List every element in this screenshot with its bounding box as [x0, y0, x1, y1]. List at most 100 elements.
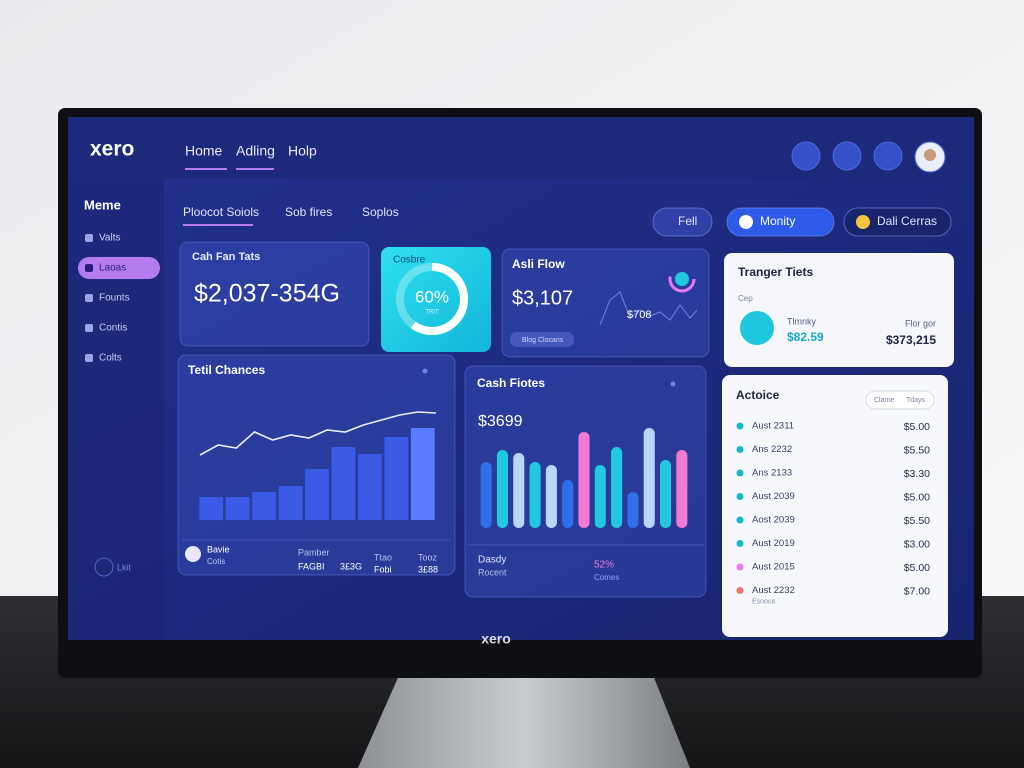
- nav-link: Holp: [288, 143, 317, 159]
- footer-cell: Pamber: [298, 547, 330, 557]
- button-label: Fell: [678, 214, 697, 228]
- sidebar-item: Valts: [99, 233, 121, 244]
- donut-sub: TRIT: [425, 310, 439, 316]
- toggle-option: Tdays: [906, 397, 926, 404]
- sidebar-icon: [85, 354, 93, 362]
- bar: [529, 462, 541, 528]
- bar: [562, 480, 574, 528]
- status-dot: [736, 540, 744, 547]
- sidebar-item: Laoas: [99, 263, 126, 274]
- status-dot: [736, 422, 744, 430]
- footer-cell: Fobi: [374, 564, 392, 574]
- status-dot: [736, 563, 744, 571]
- card-secondary: $708: [627, 309, 651, 321]
- activity-amount: $5.50: [904, 515, 930, 527]
- target-value: $82.59: [787, 330, 824, 344]
- sidebar-active: [78, 257, 160, 279]
- sidebar-icon: [85, 294, 93, 302]
- footer-title: Bavie: [207, 544, 230, 554]
- sidebar-item: Contis: [99, 323, 127, 334]
- activity-amount: $5.50: [904, 444, 930, 456]
- footer-pct: 52%: [594, 560, 614, 571]
- bar: [252, 492, 277, 520]
- stand: [358, 655, 690, 768]
- status-dot: [736, 587, 744, 594]
- tab: Ploocot Soiols: [183, 205, 259, 219]
- icon-button[interactable]: [832, 141, 862, 171]
- bar: [199, 497, 224, 520]
- tab: Soplos: [362, 205, 399, 219]
- chart-dot: [670, 381, 676, 387]
- status-dot: [736, 493, 744, 500]
- bar: [676, 450, 688, 528]
- footer-cell: 3£88: [418, 564, 438, 574]
- tab: Sob fires: [285, 205, 332, 219]
- bar: [384, 437, 409, 520]
- target-value: $373,215: [886, 333, 936, 347]
- nav-underline: [236, 168, 274, 170]
- activity-amount: $5.00: [904, 491, 930, 503]
- toolbar-button[interactable]: [843, 207, 952, 237]
- monitor-brand: xero: [481, 631, 511, 647]
- sparkline: [599, 291, 698, 326]
- activity-name: Aust 2039: [752, 491, 795, 502]
- activity-name: Aust 2019: [752, 538, 795, 549]
- badge-label: Blog Clocans: [522, 337, 564, 344]
- card-title: Asli Flow: [512, 257, 565, 271]
- tab-underline: [183, 224, 253, 226]
- activity-amount: $7.00: [904, 585, 930, 597]
- flow-card: [501, 248, 710, 358]
- dashboard: Home Adling Holp Meme Valts Laoas Founts Contis…: [78, 141, 954, 637]
- icon-button[interactable]: [873, 141, 903, 171]
- toggle-option: Clame: [874, 397, 894, 404]
- chart-title: Tetil Chances: [188, 363, 265, 377]
- sidebar-icon: [85, 234, 93, 242]
- activity-name: Aust 2311: [752, 421, 794, 432]
- bar: [659, 460, 672, 528]
- targets-card: [724, 253, 954, 367]
- bar: [357, 454, 382, 520]
- card-title: Cosbre: [393, 255, 426, 266]
- target-icon: [740, 311, 774, 345]
- footer-sub: Comes: [594, 573, 619, 582]
- button-icon: [739, 215, 753, 229]
- bar: [331, 447, 356, 520]
- icon-button[interactable]: [791, 141, 821, 171]
- chart-title: Cash Fiotes: [477, 376, 545, 390]
- bar: [611, 447, 623, 528]
- card-title: Tranger Tiets: [738, 265, 813, 279]
- toolbar-button[interactable]: [652, 207, 713, 237]
- footer-cell: FAGBI: [298, 561, 325, 571]
- sidebar-item: Colts: [99, 353, 122, 364]
- footer-title: Dasdy: [478, 555, 506, 566]
- chart-dot: [422, 368, 428, 374]
- bar: [480, 462, 492, 528]
- activity-amount: $3.00: [904, 538, 930, 550]
- line: [199, 411, 437, 456]
- cash-card: [179, 241, 370, 347]
- target-label: Tlmnky: [787, 316, 816, 326]
- activity-name: Aust 2232: [752, 585, 795, 596]
- footer-icon: [185, 546, 201, 562]
- gauge-inner: [675, 272, 689, 286]
- activity-name: Ans 2133: [752, 468, 792, 479]
- activity-amount: $5.00: [904, 562, 930, 574]
- sidebar-footer: Lkit: [117, 562, 132, 572]
- nav-underline: [185, 168, 227, 170]
- toggle[interactable]: [865, 390, 935, 410]
- card-value: $3,107: [512, 287, 573, 309]
- bar: [496, 450, 509, 528]
- logo: xero: [90, 138, 134, 161]
- activity-amount: $5.00: [904, 421, 930, 433]
- footer-sub: Rocent: [478, 567, 507, 577]
- footer-cell: Tooz: [418, 552, 438, 562]
- donut-label: 60%: [415, 287, 449, 306]
- chart-value: $3699: [478, 413, 523, 430]
- card-title: Cah Fan Tats: [192, 251, 260, 263]
- bar: [225, 497, 250, 520]
- toolbar-button[interactable]: [726, 207, 835, 237]
- activity-amount: $3.30: [904, 468, 930, 480]
- activity-name: Aust 2015: [752, 562, 795, 573]
